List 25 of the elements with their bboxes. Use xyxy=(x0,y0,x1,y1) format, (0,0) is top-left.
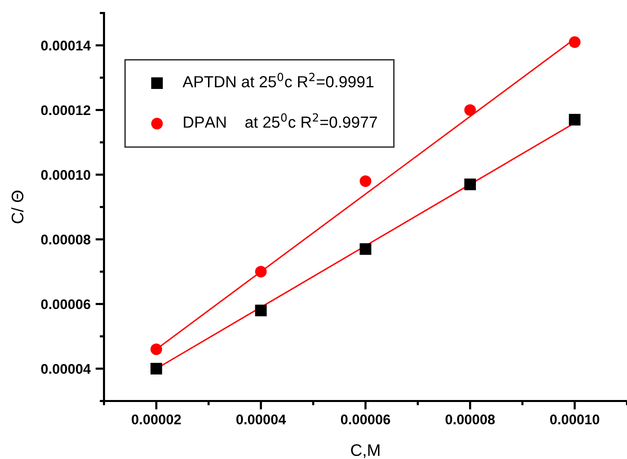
x-tick-label: 0.00002 xyxy=(132,414,181,424)
x-tick-label: 0.00006 xyxy=(340,414,390,424)
point xyxy=(360,243,372,255)
point xyxy=(255,304,267,316)
x-tick-label: 0.00004 xyxy=(236,414,286,424)
y-axis-title: C/ Θ xyxy=(11,190,24,224)
x-tick-label: 0.00008 xyxy=(446,414,495,424)
y-tick-label: 0.00006 xyxy=(41,299,90,310)
point xyxy=(150,343,162,356)
y-tick-label: 0.00004 xyxy=(41,364,91,374)
point xyxy=(255,266,267,278)
point xyxy=(568,114,581,126)
y-tick-label: 0.00010 xyxy=(41,170,90,180)
point xyxy=(464,104,476,116)
x-tick-label: 0.00010 xyxy=(550,414,600,424)
y-tick-label: 0.00014 xyxy=(41,40,91,51)
point xyxy=(360,175,372,187)
y-tick-label: 0.00008 xyxy=(41,234,90,245)
legend-label: APTDN at 25$^{0}$c R$^{2}$=0.9991 xyxy=(182,72,374,88)
point xyxy=(568,36,581,48)
legend-label: DPAN at 25$^{0}$c R$^{2}$=0.9977 xyxy=(184,113,377,128)
point xyxy=(464,178,476,190)
point xyxy=(150,362,162,374)
y-tick-label: 0.00012 xyxy=(41,105,90,116)
x-axis-title: C,M xyxy=(351,444,380,458)
